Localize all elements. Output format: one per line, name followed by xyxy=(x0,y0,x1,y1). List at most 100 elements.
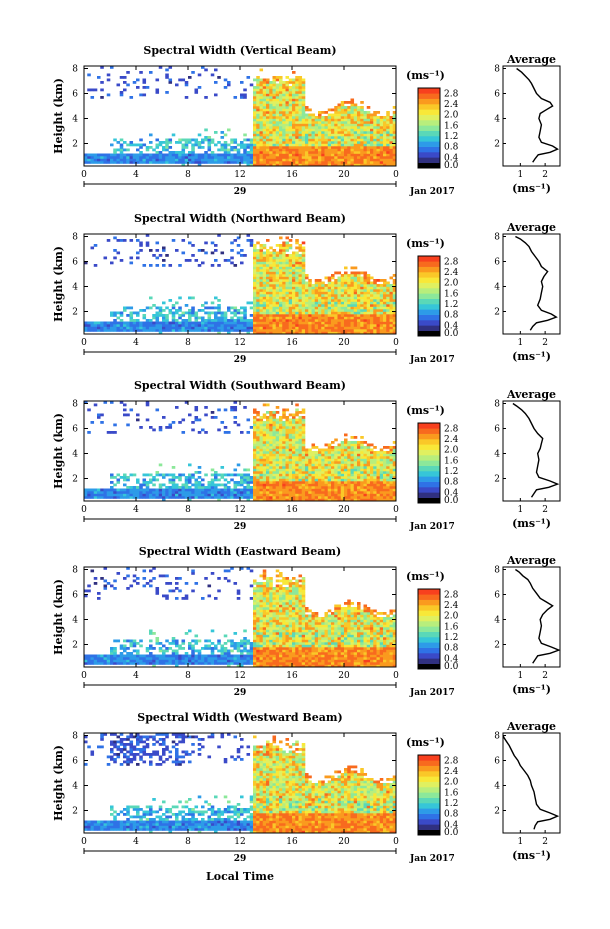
heatmap-cell xyxy=(350,483,355,487)
heatmap-cell xyxy=(223,483,228,487)
heatmap-cell xyxy=(240,161,244,164)
heatmap-cell xyxy=(191,244,195,247)
heatmap-cell xyxy=(386,301,390,305)
heatmap-cell xyxy=(240,496,244,499)
heatmap-cell xyxy=(360,486,364,489)
heatmap-cell xyxy=(259,443,264,447)
heatmap-cell xyxy=(178,491,182,494)
heatmap-cell xyxy=(210,251,215,255)
heatmap-cell xyxy=(272,103,277,107)
heatmap-cell xyxy=(288,106,293,109)
heatmap-cell xyxy=(334,128,338,132)
heatmap-cell xyxy=(142,488,147,492)
heatmap-cell xyxy=(370,163,374,167)
heatmap-cell xyxy=(214,153,218,157)
heatmap-cell xyxy=(360,106,364,109)
heatmap-cell xyxy=(259,274,264,277)
heatmap-cell xyxy=(223,491,228,494)
heatmap-cell xyxy=(305,321,309,325)
heatmap-cell xyxy=(285,96,290,99)
heatmap-cell xyxy=(321,324,325,327)
heatmap-cell xyxy=(357,493,361,497)
heatmap-cell xyxy=(366,121,371,124)
heatmap-cell xyxy=(266,281,270,285)
heatmap-cell xyxy=(292,431,296,434)
heatmap-cell xyxy=(308,128,312,132)
heatmap-cell xyxy=(165,76,169,79)
heatmap-cell xyxy=(292,463,296,467)
heatmap-cell xyxy=(249,326,254,330)
heatmap-cell xyxy=(197,249,202,252)
heatmap-cell xyxy=(282,264,286,267)
heatmap-cell xyxy=(253,128,257,132)
heatmap-cell xyxy=(392,148,397,152)
heatmap-cell xyxy=(217,153,221,157)
heatmap-cell xyxy=(347,108,351,112)
average-unit: (ms⁻¹) xyxy=(512,350,551,363)
heatmap-cell xyxy=(262,498,267,502)
heatmap-cell xyxy=(262,91,267,94)
heatmap-cell xyxy=(97,491,101,494)
heatmap-cell xyxy=(314,304,319,307)
heatmap-cell xyxy=(272,456,277,459)
heatmap-cell xyxy=(152,153,156,157)
heatmap-cell xyxy=(311,304,316,307)
heatmap-cell xyxy=(259,448,264,452)
heatmap-cell xyxy=(357,121,361,124)
heatmap-cell xyxy=(259,463,264,467)
heatmap-cell xyxy=(370,443,374,447)
heatmap-cell xyxy=(285,294,290,297)
heatmap-cell xyxy=(308,306,312,310)
heatmap-cell xyxy=(288,493,293,497)
heatmap-cell xyxy=(337,321,342,325)
heatmap-cell xyxy=(119,143,124,147)
heatmap-cell xyxy=(318,294,322,297)
heatmap-cell xyxy=(126,161,130,164)
heatmap-cell xyxy=(340,461,345,464)
heatmap-cell xyxy=(295,108,299,112)
heatmap-cell xyxy=(285,88,290,92)
heatmap-cell xyxy=(162,264,166,267)
heatmap-cell xyxy=(298,416,303,419)
heatmap-cell xyxy=(314,153,319,157)
heatmap-cell xyxy=(366,128,371,132)
heatmap-cell xyxy=(162,473,166,477)
heatmap-cell xyxy=(392,118,397,122)
heatmap-cell xyxy=(129,319,134,322)
heatmap-cell xyxy=(301,478,306,482)
heatmap-cell xyxy=(347,299,351,302)
heatmap-cell xyxy=(327,123,332,127)
heatmap-cell xyxy=(295,418,299,422)
heatmap-cell xyxy=(357,108,361,112)
heatmap-cell xyxy=(350,488,355,492)
heatmap-cell xyxy=(253,456,257,459)
heatmap-cell xyxy=(311,468,316,472)
heatmap-cell xyxy=(162,491,166,494)
heatmap-cell xyxy=(383,296,387,300)
heatmap-cell xyxy=(210,324,215,327)
heatmap-cell xyxy=(301,274,306,277)
heatmap-cell xyxy=(370,156,374,159)
heatmap-cell xyxy=(282,113,286,117)
heatmap-cell xyxy=(292,289,296,292)
heatmap-cell xyxy=(253,306,257,310)
heatmap-cell xyxy=(288,456,293,459)
heatmap-cell xyxy=(233,326,238,330)
heatmap-cell xyxy=(308,473,312,477)
heatmap-cell xyxy=(331,309,335,312)
heatmap-cell xyxy=(383,151,387,154)
heatmap-cell xyxy=(210,73,215,77)
heatmap-cell xyxy=(334,448,338,452)
heatmap-cell xyxy=(366,153,371,157)
heatmap-cell xyxy=(113,329,117,332)
heatmap-cell xyxy=(262,116,267,119)
colorbar-segment xyxy=(418,304,440,310)
heatmap-cell xyxy=(162,476,166,479)
heatmap-cell xyxy=(288,269,293,272)
heatmap-cell xyxy=(279,316,283,320)
heatmap-cell xyxy=(87,153,91,157)
heatmap-cell xyxy=(353,498,358,502)
heatmap-cell xyxy=(259,329,264,332)
heatmap-cell xyxy=(162,158,166,162)
heatmap-cell xyxy=(340,486,345,489)
